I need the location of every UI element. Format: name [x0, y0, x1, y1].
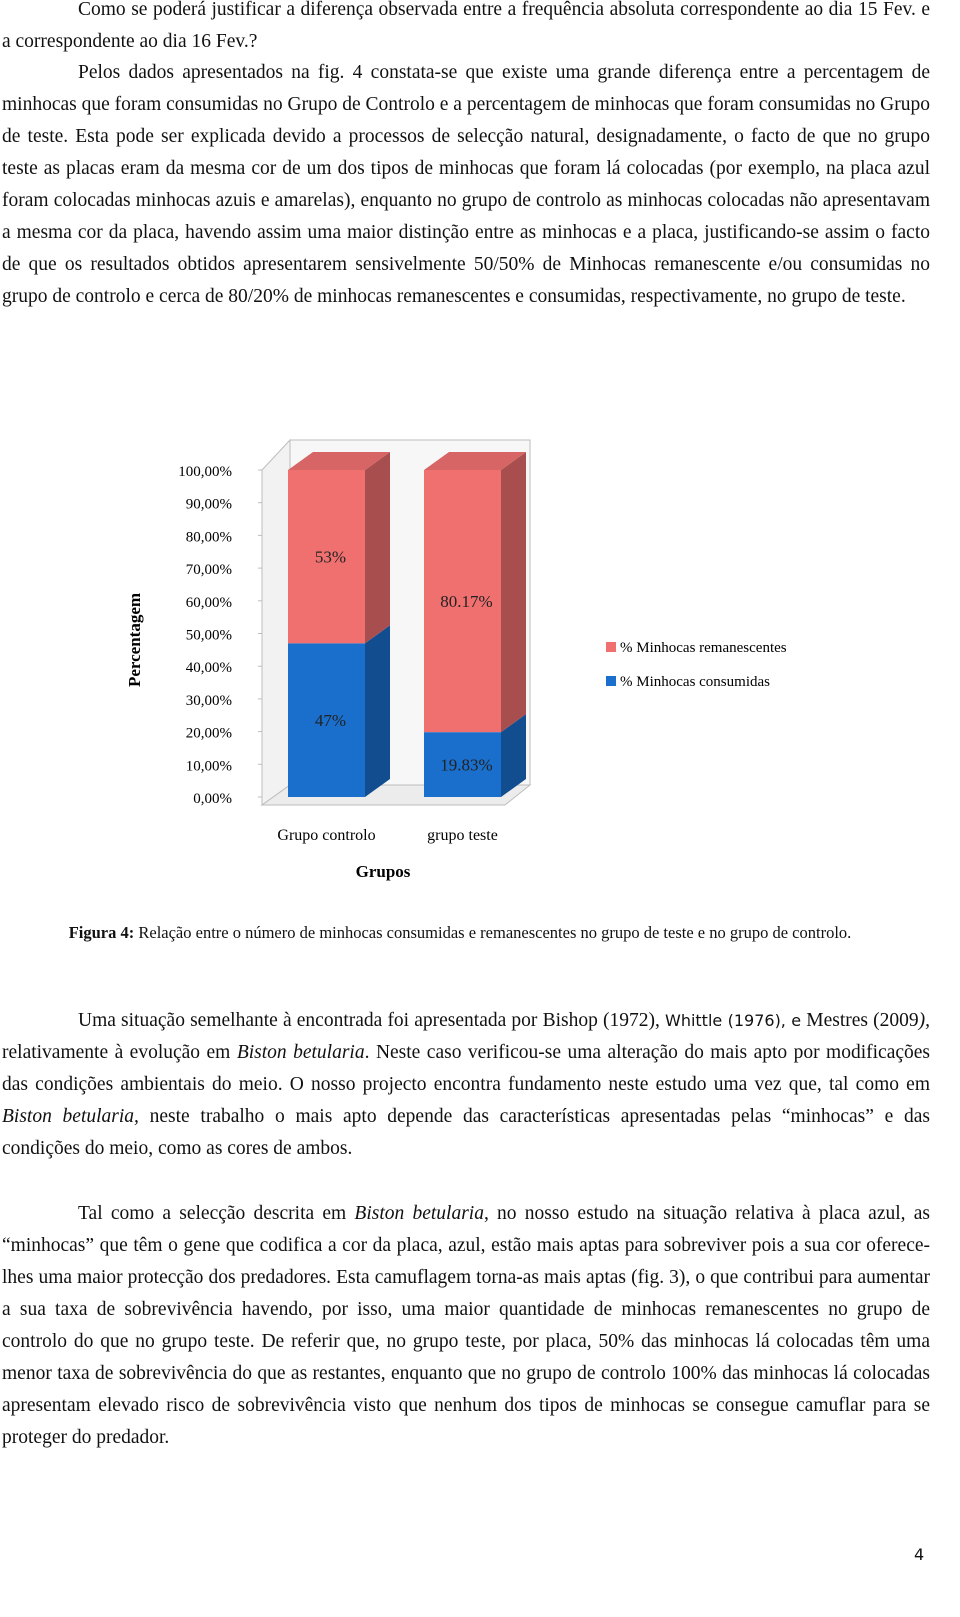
legend-swatch [606, 676, 616, 686]
y-tick-label: 90,00% [186, 497, 232, 513]
x-tick-label: Grupo controlo [277, 827, 375, 844]
text-run: Como se poderá justificar a diferença ob… [2, 0, 930, 52]
x-axis-title: Grupos [356, 862, 411, 881]
text-run: Tal como a selecção descrita em [78, 1203, 355, 1224]
text-run: Pelos dados apresentados na fig. 4 const… [2, 62, 930, 307]
bar-side [501, 452, 526, 733]
legend-label: % Minhocas remanescentes [620, 640, 787, 656]
y-tick-label: 0,00% [193, 791, 232, 807]
figure-caption: Figura 4: Relação entre o número de minh… [20, 922, 900, 944]
bar-segment [424, 732, 501, 797]
caption-text: Relação entre o número de minhocas consu… [138, 923, 852, 942]
text-run: relativamente à evolução em [2, 1042, 237, 1063]
bar-segment [288, 470, 365, 644]
data-label: 47% [315, 711, 346, 730]
data-label: 80.17% [440, 592, 492, 611]
text-run: Biston betularia [236, 1042, 365, 1063]
data-label: 53% [315, 548, 346, 567]
chart: Grupos Percentagem 0,00% 10,00% 20,00% 30,0… [125, 438, 787, 881]
text-run: . Neste caso verificou-se uma alteração … [2, 1042, 931, 1095]
y-tick-label: 100,00% [178, 464, 232, 480]
paragraph: Como se poderá justificar a diferença ob… [2, 0, 930, 58]
paragraph: Tal como a selecção descrita em Biston b… [2, 1198, 930, 1454]
text-run: Mestres (2009 [801, 1010, 919, 1031]
legend-swatch [606, 642, 616, 652]
text-run: Whittle (1976), e [665, 1011, 802, 1030]
bar-side [365, 625, 390, 797]
bar-side [501, 714, 526, 797]
paragraph: Uma situação semelhante à encontrada foi… [2, 1005, 930, 1165]
y-tick-label: 40,00% [186, 660, 232, 676]
y-tick-label: 70,00% [186, 562, 232, 578]
caption-label: Figura 4: [68, 923, 135, 942]
y-tick-label: 20,00% [186, 726, 232, 742]
bar-side [365, 452, 390, 644]
paragraph: Pelos dados apresentados na fig. 4 const… [2, 57, 930, 313]
y-tick-label: 10,00% [186, 758, 232, 774]
y-axis-title: Percentagem [125, 593, 144, 687]
text-run: , no nosso estudo na situação relativa à… [2, 1203, 931, 1448]
bar-segment [424, 470, 501, 733]
bar-top [424, 452, 526, 470]
legend-label: % Minhocas consumidas [620, 674, 770, 690]
bar-segment [288, 643, 365, 797]
bar-top [288, 452, 390, 470]
text-run: Uma situação semelhante à encontrada foi… [78, 1010, 665, 1031]
text-run: ), [918, 1010, 931, 1031]
text-run: Biston betularia [354, 1203, 484, 1224]
text-run: neste trabalho o mais apto depende das c… [2, 1106, 930, 1159]
chart-side-wall [261, 438, 291, 806]
data-label: 19.83% [440, 756, 492, 775]
y-tick-label: 30,00% [186, 693, 232, 709]
x-tick-label: grupo teste [427, 827, 498, 844]
y-tick-label: 50,00% [186, 628, 232, 644]
page-number: 4 [914, 1545, 925, 1564]
text-run: Biston betularia, [2, 1106, 139, 1127]
y-tick-label: 80,00% [186, 529, 232, 545]
y-tick-label: 60,00% [186, 595, 232, 611]
